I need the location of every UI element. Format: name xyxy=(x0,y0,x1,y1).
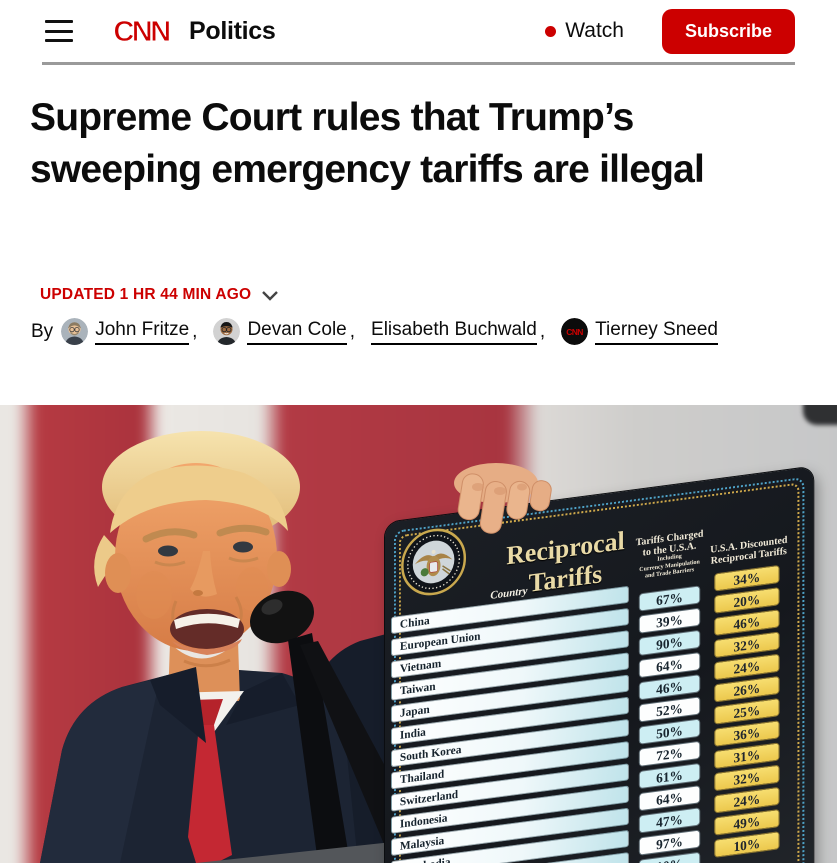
cnn-badge-avatar[interactable]: CNN xyxy=(561,318,589,345)
header-divider xyxy=(42,62,795,65)
author-link[interactable]: Devan Cole xyxy=(247,319,347,345)
author-link[interactable]: Tierney Sneed xyxy=(595,319,718,345)
presidential-seal-icon xyxy=(401,528,467,596)
svg-text:CNN: CNN xyxy=(566,327,583,337)
svg-text:CNN: CNN xyxy=(113,16,169,48)
site-header: CNN CNN Politics Watch Subscribe xyxy=(0,0,837,62)
page-title: Supreme Court rules that Trump’s sweepin… xyxy=(30,96,705,191)
avatar[interactable] xyxy=(213,318,241,345)
section-politics[interactable]: Politics xyxy=(189,16,276,45)
menu-icon[interactable] xyxy=(45,20,75,42)
svg-text:CNN: CNN xyxy=(113,16,169,48)
watch-label: Watch xyxy=(565,19,624,42)
hero-image: Reciprocal Tariffs Country Tariffs Charg… xyxy=(0,405,837,863)
trump-figure xyxy=(40,431,440,863)
background-object xyxy=(803,405,837,425)
subscribe-button[interactable]: Subscribe xyxy=(661,8,795,54)
byline-prefix: By xyxy=(31,320,54,342)
watch-link[interactable]: Watch xyxy=(545,19,624,43)
tariff-board: Reciprocal Tariffs Country Tariffs Charg… xyxy=(385,466,814,863)
updated-timestamp: UPDATED 1 HR 44 MIN AGO xyxy=(40,286,252,303)
live-dot-icon xyxy=(545,25,557,37)
hand xyxy=(454,463,552,534)
author-link[interactable]: Elisabeth Buchwald xyxy=(371,319,537,345)
charged-value: 10% xyxy=(638,851,701,863)
byline: By John Fritze , xyxy=(31,318,821,345)
cnn-logo[interactable]: CNN CNN xyxy=(105,13,177,49)
author-link[interactable]: John Fritze xyxy=(95,319,190,345)
chevron-down-icon[interactable] xyxy=(261,290,279,301)
updated-row: UPDATED 1 HR 44 MIN AGO xyxy=(40,286,279,304)
avatar[interactable] xyxy=(61,318,89,345)
